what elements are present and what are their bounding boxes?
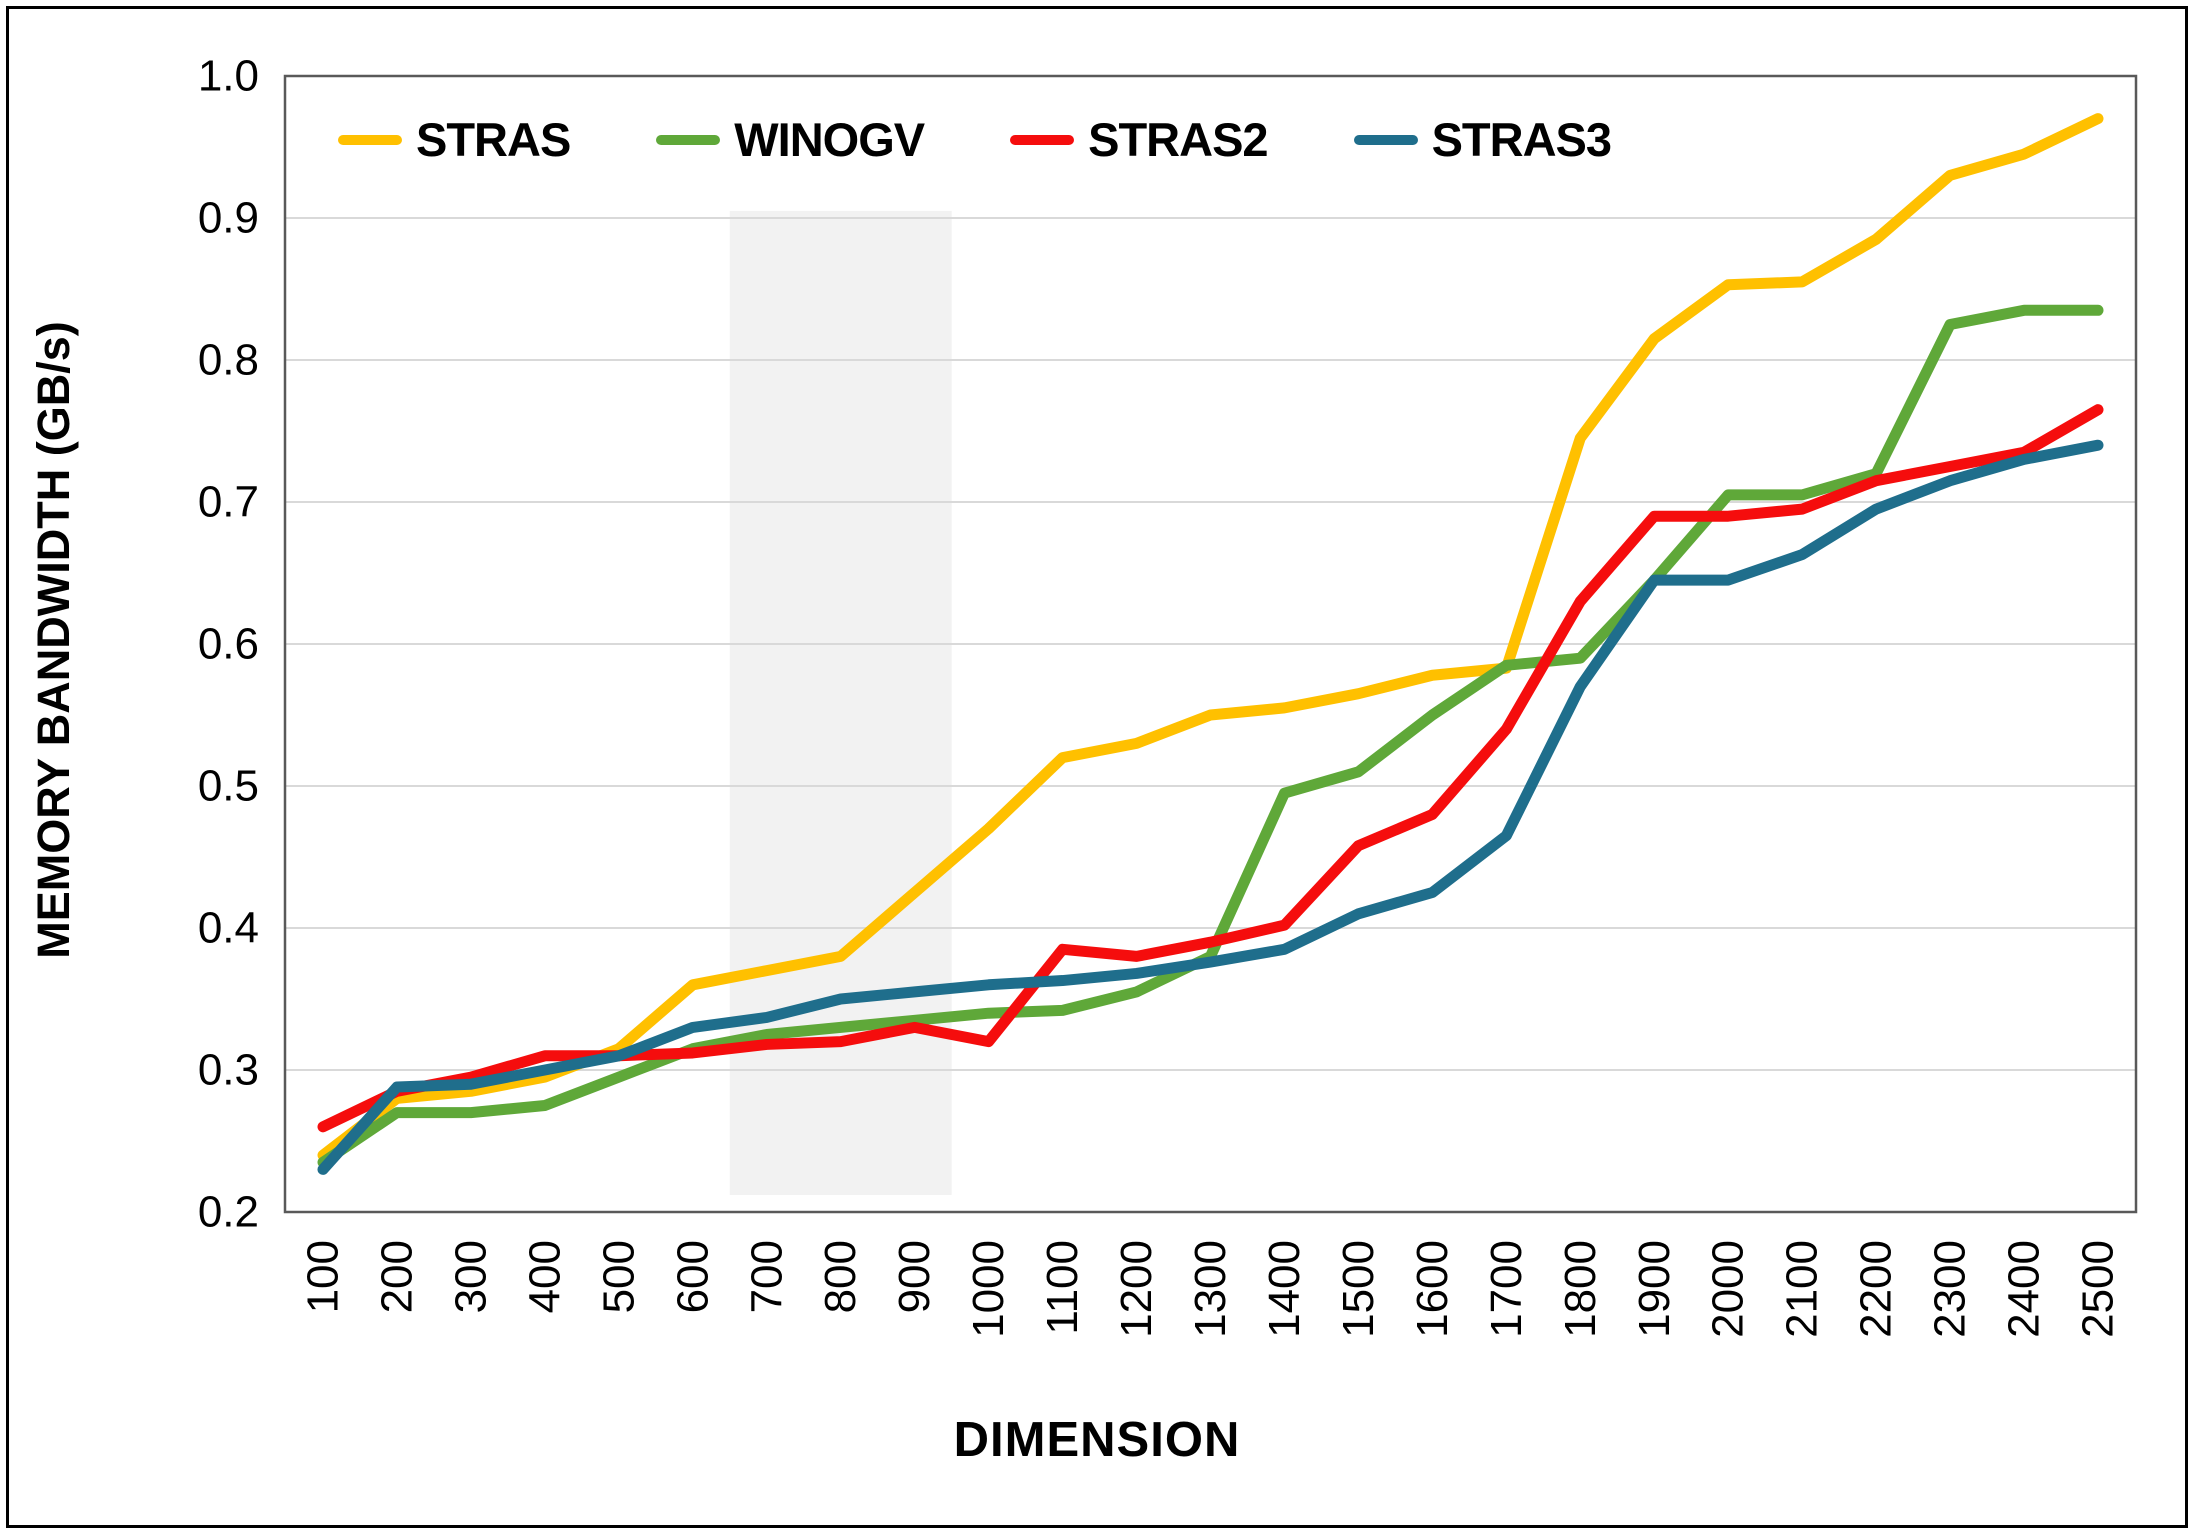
x-tick-label: 2100 xyxy=(1778,1240,1827,1338)
x-tick-label: 500 xyxy=(594,1240,643,1313)
legend-label-stras2: STRAS2 xyxy=(1088,113,1268,166)
y-tick-label: 0.9 xyxy=(198,194,259,243)
y-tick-label: 0.2 xyxy=(198,1188,259,1237)
x-tick-label: 1500 xyxy=(1334,1240,1383,1338)
x-tick-label: 2000 xyxy=(1704,1240,1753,1338)
x-tick-label: 1100 xyxy=(1038,1240,1087,1335)
x-tick-label: 700 xyxy=(742,1240,791,1313)
legend-item-stras3: STRAS3 xyxy=(1353,112,1612,167)
series-line-stras3 xyxy=(317,439,2104,1175)
y-axis-title: MEMORY BANDWIDTH (GB/s) xyxy=(28,321,79,959)
x-tick-label: 1600 xyxy=(1408,1240,1457,1338)
stras2-line-swatch-icon xyxy=(1010,134,1075,145)
x-tick-label: 200 xyxy=(372,1240,421,1313)
x-tick-label: 600 xyxy=(668,1240,717,1313)
x-tick-label: 1900 xyxy=(1630,1240,1679,1338)
x-tick-label: 900 xyxy=(890,1240,939,1313)
x-tick-label: 400 xyxy=(520,1240,569,1313)
x-tick-label: 1400 xyxy=(1260,1240,1309,1338)
stras-line-swatch-icon xyxy=(338,134,402,145)
x-tick-label: 1700 xyxy=(1482,1240,1531,1338)
series-line-stras xyxy=(317,113,2104,1161)
y-tick-label: 0.3 xyxy=(198,1046,259,1095)
y-tick-label: 1.0 xyxy=(198,52,259,101)
y-tick-label: 0.4 xyxy=(198,904,259,953)
x-tick-label: 300 xyxy=(446,1240,495,1313)
stras3-line-swatch-icon xyxy=(1353,134,1418,145)
x-tick-label: 2300 xyxy=(1926,1240,1975,1338)
x-tick-label: 800 xyxy=(816,1240,865,1313)
x-tick-label: 1300 xyxy=(1186,1240,1235,1338)
x-tick-label: 1000 xyxy=(964,1240,1013,1338)
x-tick-label: 2400 xyxy=(2000,1240,2049,1338)
legend-item-winogv: WINOGV xyxy=(656,112,925,167)
y-tick-label: 0.8 xyxy=(198,336,259,385)
legend-label-stras: STRAS xyxy=(416,113,571,166)
plot-frame xyxy=(283,74,2138,1214)
chart-legend: STRAS WINOGV STRAS2 STRAS3 xyxy=(338,112,1612,167)
x-tick-label: 100 xyxy=(299,1240,348,1313)
x-tick-label: 1800 xyxy=(1556,1240,1605,1338)
x-tick-label: 2500 xyxy=(2074,1240,2123,1338)
y-tick-label: 0.5 xyxy=(198,762,259,811)
x-axis-title: DIMENSION xyxy=(953,1413,1241,1467)
x-tick-label: 1200 xyxy=(1112,1240,1161,1338)
series-line-stras2 xyxy=(317,404,2104,1133)
y-tick-label: 0.6 xyxy=(198,620,259,669)
y-tick-label: 0.7 xyxy=(198,478,259,527)
legend-item-stras2: STRAS2 xyxy=(1010,112,1269,167)
x-tick-label: 2200 xyxy=(1852,1240,1901,1338)
series-line-winogv xyxy=(317,304,2104,1168)
winogv-line-swatch-icon xyxy=(656,134,721,145)
legend-item-stras: STRAS xyxy=(338,112,571,167)
legend-label-stras3: STRAS3 xyxy=(1431,113,1612,166)
legend-label-winogv: WINOGV xyxy=(734,113,925,166)
